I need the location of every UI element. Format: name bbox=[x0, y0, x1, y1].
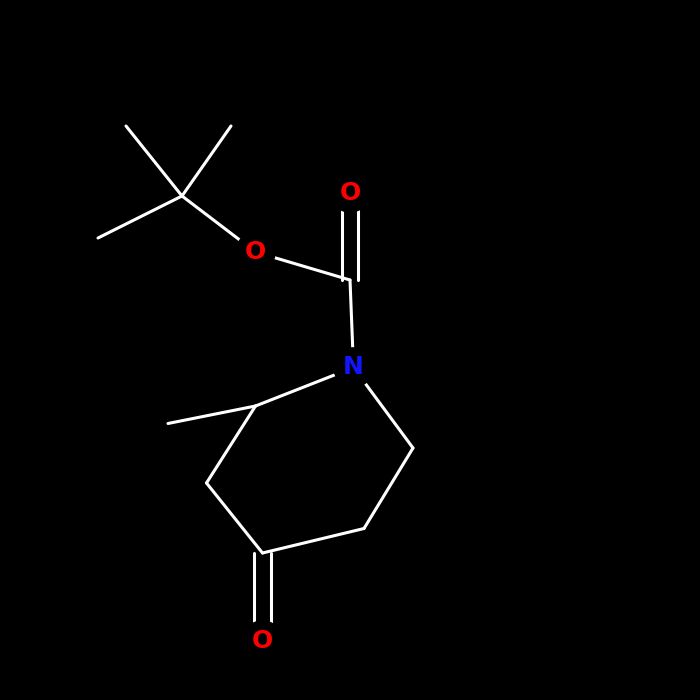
Text: O: O bbox=[340, 181, 360, 204]
Text: N: N bbox=[343, 356, 364, 379]
Circle shape bbox=[236, 232, 275, 272]
Text: O: O bbox=[252, 629, 273, 652]
Circle shape bbox=[243, 621, 282, 660]
Circle shape bbox=[334, 348, 373, 387]
Circle shape bbox=[330, 173, 370, 212]
Text: O: O bbox=[245, 240, 266, 264]
